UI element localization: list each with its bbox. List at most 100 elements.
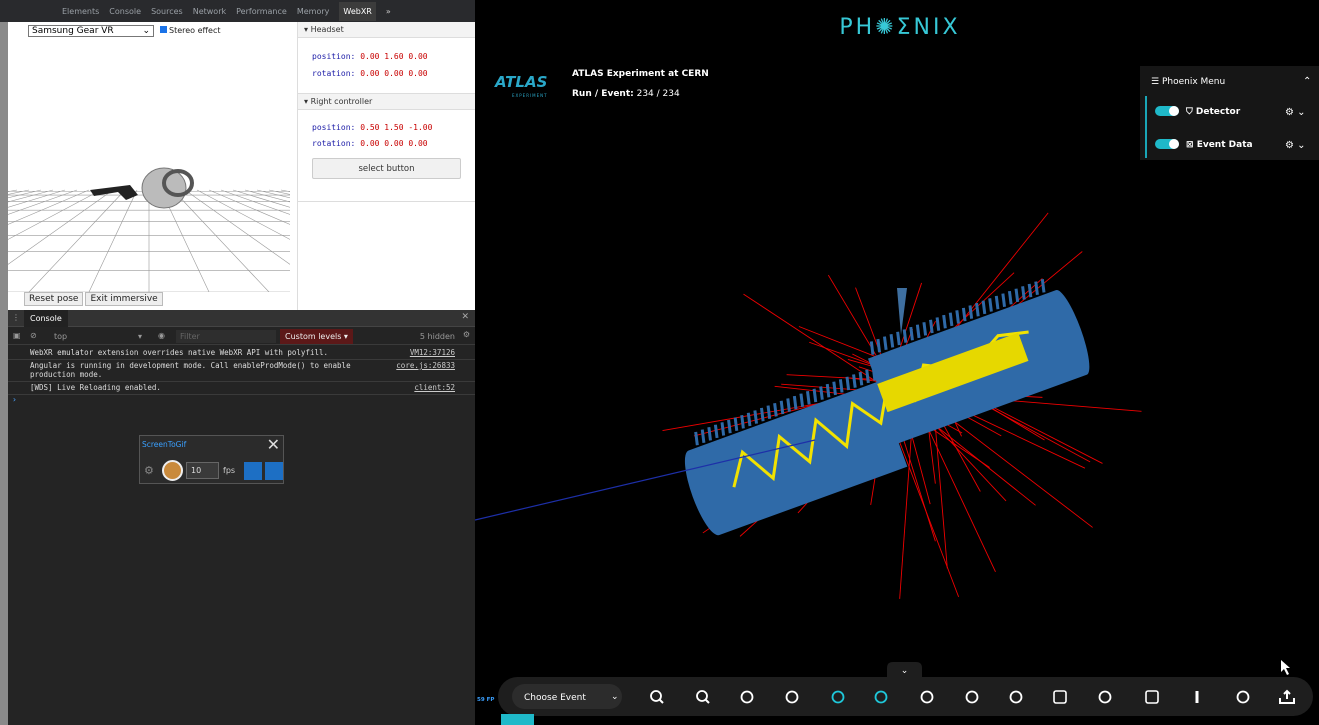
stop-button[interactable] <box>265 462 283 480</box>
toolbar-button[interactable] <box>1145 690 1159 704</box>
section-header[interactable]: ▾ Right controller <box>298 94 475 110</box>
muon-chamber <box>799 393 805 408</box>
muon-chamber <box>858 371 864 386</box>
pause-button[interactable] <box>244 462 262 480</box>
icon <box>831 690 845 704</box>
checkbox[interactable] <box>160 26 167 33</box>
icon <box>1053 690 1067 704</box>
tab[interactable]: Performance <box>236 6 287 16</box>
device-select[interactable]: Samsung Gear VR ⌄ <box>28 25 154 37</box>
icon <box>1098 690 1112 704</box>
message-source[interactable]: core.js:26833 <box>396 361 455 370</box>
muon-chamber <box>915 324 921 339</box>
toolbar-button[interactable] <box>1098 690 1112 704</box>
muon-chamber <box>746 412 752 427</box>
muon-chamber <box>981 300 987 315</box>
value[interactable]: 0.00 0.00 0.00 <box>360 139 428 148</box>
toolbar-button[interactable] <box>785 690 799 704</box>
label: position: <box>312 52 356 61</box>
run-value: 234 / 234 <box>637 89 680 99</box>
muon-chamber <box>1040 278 1046 293</box>
fps-input[interactable]: 10 <box>186 462 219 479</box>
menu-title[interactable]: ☰ Phoenix Menu <box>1151 77 1225 87</box>
tab[interactable]: Network <box>192 6 227 16</box>
icon <box>696 690 708 702</box>
section-header[interactable]: ▾ Headset <box>298 22 475 38</box>
menu-item[interactable]: ⊠ Event Data <box>1186 140 1253 150</box>
value[interactable]: 0.00 1.60 0.00 <box>360 52 428 61</box>
sidebar-toggle[interactable]: ▣ <box>13 331 21 340</box>
close[interactable]: ✕ <box>461 312 469 322</box>
muon-chamber <box>902 329 908 343</box>
toolbar-button[interactable] <box>1236 690 1250 704</box>
reset-pose-button[interactable]: Reset pose <box>24 292 84 306</box>
item-settings[interactable]: ⚙ ⌄ <box>1285 140 1306 151</box>
value[interactable]: 0.50 1.50 -1.00 <box>360 123 433 132</box>
settings[interactable]: ⚙ <box>462 330 470 339</box>
stereo-checkbox[interactable]: Stereo effect <box>160 26 221 35</box>
toolbar-button[interactable] <box>1053 690 1067 704</box>
label: position: <box>312 123 356 132</box>
muon-chamber <box>812 388 818 403</box>
tab-active[interactable]: WebXR <box>339 1 376 21</box>
muon-chamber <box>961 307 967 322</box>
more-tabs[interactable]: » <box>385 6 391 16</box>
event-select[interactable] <box>512 684 622 709</box>
toolbar-button[interactable] <box>1279 689 1295 704</box>
muon-chamber <box>832 381 837 396</box>
context[interactable]: top <box>54 332 68 341</box>
eye[interactable]: ◉ <box>158 331 165 340</box>
select-button[interactable]: select button <box>312 158 461 179</box>
levels-dropdown[interactable]: Custom levels ▾ <box>280 329 353 344</box>
toolbar-button[interactable] <box>920 690 934 704</box>
muon-chamber <box>727 419 732 434</box>
message-source[interactable]: client:52 <box>414 383 455 392</box>
console-message: Angular is running in development mode. … <box>8 360 475 382</box>
message-text: [WDS] Live Reloading enabled. <box>30 383 161 392</box>
item-settings[interactable]: ⚙ ⌄ <box>1285 107 1306 118</box>
toolbar-toggle[interactable] <box>887 662 922 678</box>
message-source[interactable]: VM12:37126 <box>409 348 455 357</box>
floor-line <box>8 189 114 265</box>
console-tab[interactable]: Console <box>24 310 68 327</box>
record-button[interactable] <box>162 460 183 481</box>
toolbar-button[interactable] <box>1195 691 1199 703</box>
menu-item[interactable]: ⛉ Detector <box>1185 106 1241 117</box>
muon-chamber <box>876 338 882 353</box>
toolbar-button[interactable] <box>696 690 710 704</box>
settings[interactable]: ⚙ <box>144 464 154 477</box>
tab[interactable]: Elements <box>62 6 100 16</box>
filter-input[interactable]: Filter <box>176 330 276 343</box>
toolbar-button[interactable] <box>831 690 845 704</box>
muon-chamber <box>1014 288 1020 303</box>
toolbar-button[interactable] <box>740 690 754 704</box>
fps-label: fps <box>223 466 236 475</box>
muon-chamber <box>968 305 974 319</box>
floor-line <box>8 189 102 240</box>
icon <box>874 690 888 704</box>
tab[interactable]: Sources <box>151 6 183 16</box>
toolbar-button[interactable] <box>874 690 888 704</box>
devtools: Elements Console Sources Network Perform… <box>0 0 475 725</box>
muon-chamber <box>773 403 778 417</box>
console-drawer: ⋮ Console ✕ ▣ ⊘ top ▾ ◉ Filter Custom le… <box>8 310 475 725</box>
muon-chamber <box>700 429 706 443</box>
collapse[interactable]: ⌃ <box>1303 76 1311 87</box>
toolbar-button[interactable] <box>1009 690 1023 704</box>
exit-immersive-button[interactable]: Exit immersive <box>85 292 163 306</box>
clear[interactable]: ⊘ <box>30 331 37 340</box>
toolbar-button[interactable] <box>650 690 664 704</box>
toggle-knob <box>1169 106 1179 116</box>
device-controls: ▾ Headset position: 0.00 1.60 0.00 rotat… <box>297 22 475 310</box>
toolbar-button[interactable] <box>965 690 979 704</box>
muon-chamber <box>988 298 993 312</box>
floor-line <box>8 189 66 208</box>
close[interactable]: ✕ <box>266 435 280 454</box>
prompt[interactable]: › <box>12 395 17 404</box>
muon-chamber <box>740 414 745 429</box>
value[interactable]: 0.00 0.00 0.00 <box>360 69 428 78</box>
tab[interactable]: Console <box>109 6 142 16</box>
tab[interactable]: Memory <box>296 6 330 16</box>
label: rotation: <box>312 69 356 78</box>
muon-chamber <box>786 398 791 412</box>
